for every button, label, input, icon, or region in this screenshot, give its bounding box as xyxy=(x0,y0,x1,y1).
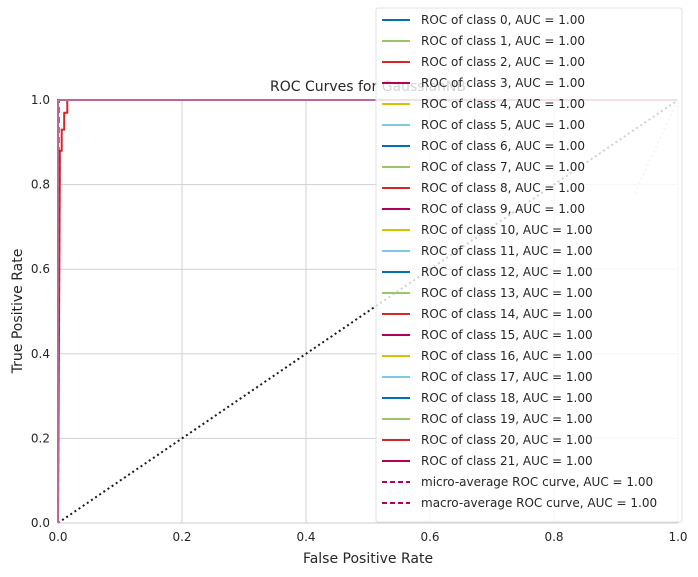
x-tick-label: 0.6 xyxy=(420,530,439,544)
legend-label-18: ROC of class 18, AUC = 1.00 xyxy=(421,391,593,405)
legend-label-4: ROC of class 4, AUC = 1.00 xyxy=(421,97,585,111)
legend-label-7: ROC of class 7, AUC = 1.00 xyxy=(421,160,585,174)
legend-box xyxy=(375,7,683,523)
legend-label-13: ROC of class 13, AUC = 1.00 xyxy=(421,286,593,300)
legend-label-0: ROC of class 0, AUC = 1.00 xyxy=(421,13,585,27)
x-tick-label: 0.0 xyxy=(48,530,67,544)
legend-label-15: ROC of class 15, AUC = 1.00 xyxy=(421,328,593,342)
legend-label-12: ROC of class 12, AUC = 1.00 xyxy=(421,265,593,279)
legend-label-8: ROC of class 8, AUC = 1.00 xyxy=(421,181,585,195)
y-tick-label: 0.8 xyxy=(31,178,50,192)
legend-label-5: ROC of class 5, AUC = 1.00 xyxy=(421,118,585,132)
legend-label-17: ROC of class 17, AUC = 1.00 xyxy=(421,370,593,384)
legend-label-21: ROC of class 21, AUC = 1.00 xyxy=(421,454,593,468)
legend-label-10: ROC of class 10, AUC = 1.00 xyxy=(421,223,593,237)
legend-label-22: micro-average ROC curve, AUC = 1.00 xyxy=(421,475,653,489)
x-tick-label: 0.4 xyxy=(296,530,315,544)
x-axis-label: False Positive Rate xyxy=(303,551,433,567)
legend-label-19: ROC of class 19, AUC = 1.00 xyxy=(421,412,593,426)
legend-label-23: macro-average ROC curve, AUC = 1.00 xyxy=(421,496,657,510)
y-tick-label: 0.2 xyxy=(31,431,50,445)
y-tick-label: 0.0 xyxy=(31,516,50,530)
legend-label-16: ROC of class 16, AUC = 1.00 xyxy=(421,349,593,363)
legend-label-2: ROC of class 2, AUC = 1.00 xyxy=(421,55,585,69)
legend: ROC of class 0, AUC = 1.00 ROC of class 1… xyxy=(375,7,683,523)
legend-label-20: ROC of class 20, AUC = 1.00 xyxy=(421,433,593,447)
series-line-20 xyxy=(57,99,678,524)
y-tick-label: 0.4 xyxy=(31,347,50,361)
legend-label-1: ROC of class 1, AUC = 1.00 xyxy=(421,34,585,48)
legend-label-14: ROC of class 14, AUC = 1.00 xyxy=(421,307,593,321)
y-tick-label: 1.0 xyxy=(31,93,50,107)
y-tick-label: 0.6 xyxy=(31,262,50,276)
legend-label-11: ROC of class 11, AUC = 1.00 xyxy=(421,244,593,258)
tick-labels: 0.0 0.2 0.4 0.6 0.8 1.0 0.0 0.2 0.4 0.6 0.8 1.0 xyxy=(31,93,688,544)
legend-label-6: ROC of class 6, AUC = 1.00 xyxy=(421,139,585,153)
x-tick-label: 0.8 xyxy=(544,530,563,544)
y-axis-label: True Positive Rate xyxy=(10,249,26,375)
x-tick-label: 0.2 xyxy=(172,530,191,544)
x-tick-label: 1.0 xyxy=(668,530,687,544)
legend-label-9: ROC of class 9, AUC = 1.00 xyxy=(421,202,585,216)
legend-label-3: ROC of class 3, AUC = 1.00 xyxy=(421,76,585,90)
